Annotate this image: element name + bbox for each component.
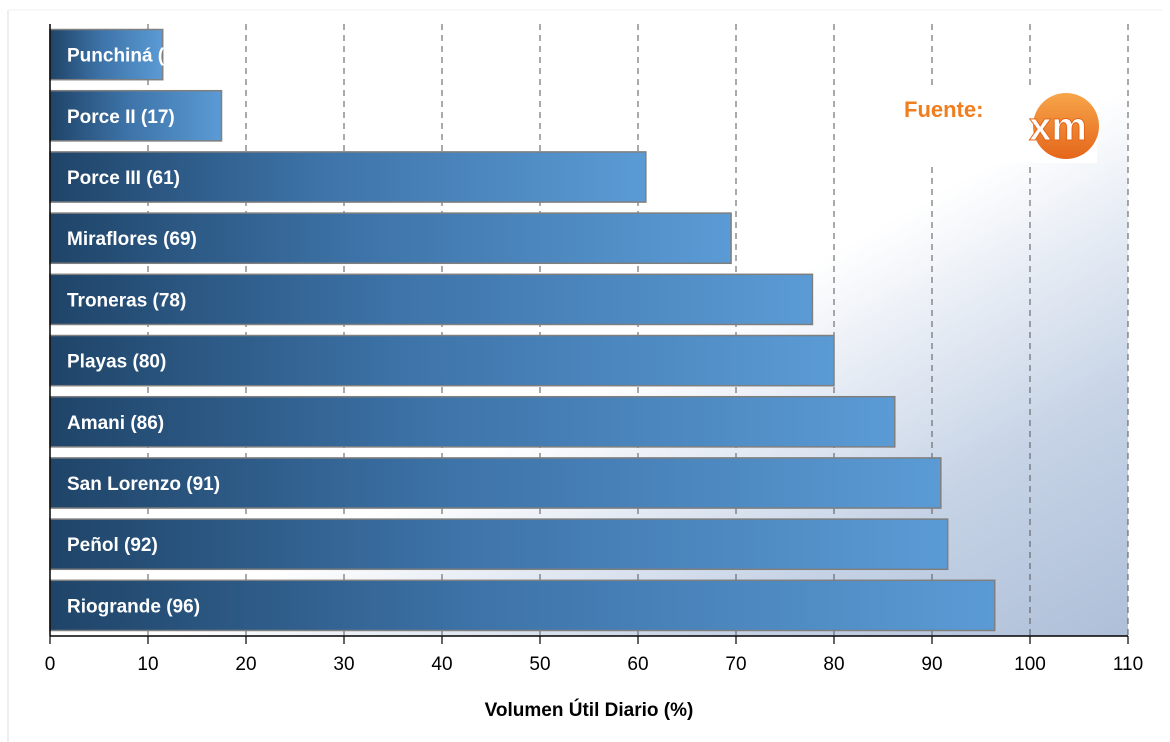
bar-label: Punchiná (11) [67,46,191,67]
bar-label: Porce II (17) [67,107,175,128]
bar-label: Miraflores (69) [67,229,197,250]
bars: Punchiná (11) Porce II (17) Porce III (61)… [49,28,996,632]
x-axis: 0 10 20 30 40 50 60 70 80 90 100 110 [45,24,1143,675]
bar-label: Playas (80) [67,352,166,373]
bar [49,395,896,448]
bar [49,151,647,203]
x-tick-label: 20 [235,654,256,675]
bar-label: San Lorenzo (91) [67,474,220,495]
bar-label: Porce III (61) [67,168,180,189]
xm-logo-circle [1033,93,1099,159]
x-axis-title: Volumen Útil Diario (%) [485,699,694,721]
x-tick-label: 50 [529,654,550,675]
bar [49,273,814,326]
bar [49,518,949,571]
x-tick-label: 110 [1113,654,1143,675]
x-tick-label: 30 [333,654,354,675]
x-tick-label: 40 [431,654,452,675]
x-tick-label: 10 [137,654,158,675]
x-tick-label: 90 [921,654,942,675]
bar [49,28,164,81]
bar-label: Riogrande (96) [67,596,200,617]
x-tick-label: 70 [725,654,746,675]
x-tick-label: 60 [627,654,648,675]
bar-label: Amani (86) [67,413,164,434]
xm-logo-text: xm [1029,105,1087,149]
bar [49,334,835,387]
x-tick-label: 100 [1014,654,1046,675]
source-box: Fuente: xm [902,88,1099,163]
bar-label: Peñol (92) [67,535,158,556]
source-label: Fuente: [904,97,983,122]
bar [49,457,942,509]
bar-label: Troneras (78) [67,290,186,311]
bar [49,579,996,632]
x-tick-label: 80 [823,654,844,675]
x-tick-label: 0 [45,654,56,675]
